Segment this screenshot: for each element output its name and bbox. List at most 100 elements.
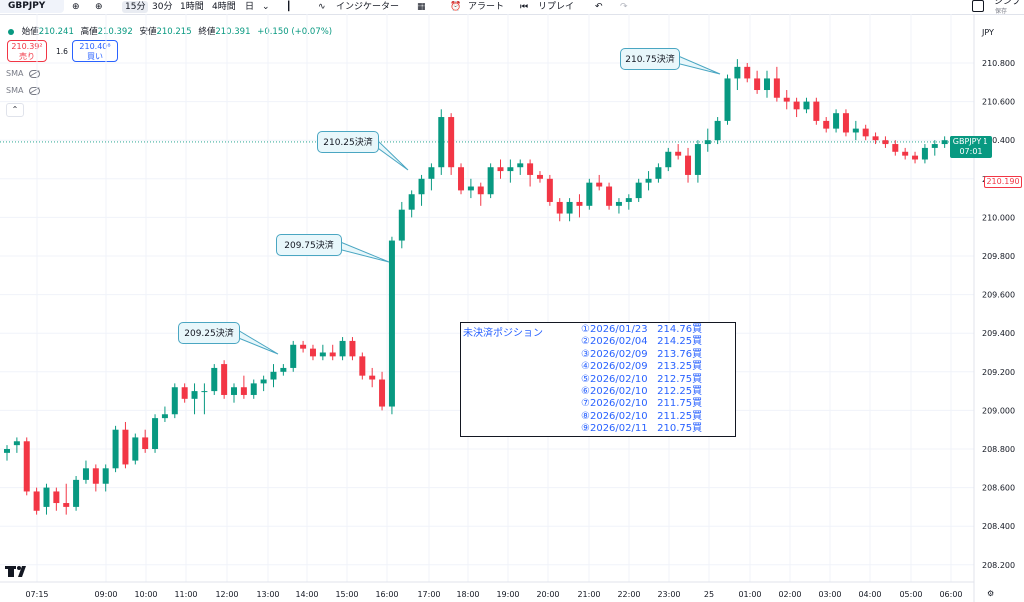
callout-pointers: [235, 54, 721, 355]
price-tick-label: 210.800: [982, 59, 1015, 68]
tradingview-logo: [5, 566, 26, 577]
time-tick-label: 19:00: [496, 590, 519, 599]
sell-price: 210.39²: [11, 42, 43, 51]
time-tick-label: 11:00: [174, 590, 197, 599]
add-symbol-icon[interactable]: ⊕: [95, 2, 103, 12]
candle-body: [704, 140, 711, 145]
candle-body: [921, 147, 928, 160]
time-tick-label: 21:00: [577, 590, 600, 599]
candle-body: [566, 201, 573, 214]
candle-body: [487, 167, 494, 195]
candle-body: [823, 120, 830, 129]
callout-pointer: [675, 54, 721, 75]
candle-body: [92, 468, 99, 484]
time-tick-label: 04:00: [858, 590, 881, 599]
chart-grid: [0, 14, 974, 582]
publish-button[interactable]: シンプ: [994, 0, 1021, 7]
candle-body: [23, 441, 30, 492]
price-tick-label: 210.400: [982, 136, 1015, 145]
candle-body: [586, 182, 593, 206]
candle-body: [793, 101, 800, 110]
candle-body: [319, 352, 326, 357]
callout-20925[interactable]: 209.25決済: [178, 322, 240, 344]
candle-body: [161, 414, 168, 419]
time-tick-label: 06:00: [939, 590, 962, 599]
study-sma-2[interactable]: SMA: [6, 86, 41, 95]
candle-body: [477, 186, 484, 195]
candles: [4, 59, 958, 515]
close-label: 終値: [198, 27, 216, 37]
timeframe-dropdown-icon[interactable]: ⌄: [262, 2, 270, 12]
open-positions-box[interactable]: 未決済ポジション ①2026/01/23 214.76買 ②2026/02/04 …: [460, 322, 736, 437]
timeframe-1h[interactable]: 1時間: [180, 2, 204, 12]
fullscreen-checkbox[interactable]: [972, 0, 984, 12]
replay-icon[interactable]: ⏮: [520, 2, 529, 12]
undo-icon[interactable]: ↶: [595, 2, 603, 12]
candle-body: [270, 371, 277, 380]
candle-body: [467, 186, 474, 191]
candle-body: [536, 174, 543, 179]
replay-button[interactable]: リプレイ: [538, 2, 575, 12]
compare-icon[interactable]: ⊕: [72, 2, 80, 12]
symbol-search[interactable]: GBPJPY: [0, 0, 64, 13]
time-tick-label: 13:00: [256, 590, 279, 599]
currency-label[interactable]: JPY: [981, 28, 994, 37]
timeframe-4h[interactable]: 4時間: [212, 2, 236, 12]
ohlc-legend: 始値210.241 高値210.392 安値210.215 終値210.391 …: [8, 25, 332, 37]
candle-body: [260, 379, 267, 384]
candle-body: [714, 120, 721, 141]
hidden-eye-icon[interactable]: [29, 86, 41, 95]
change-value: +0.150 (+0.07%): [257, 27, 333, 37]
candle-body: [132, 437, 139, 461]
callout-21025[interactable]: 210.25決済: [317, 131, 379, 153]
price-tick-label: 209.800: [982, 252, 1015, 261]
candle-body: [694, 144, 701, 175]
candle-body: [4, 449, 10, 453]
save-label[interactable]: 保存: [995, 8, 1008, 15]
open-label: 始値: [21, 27, 39, 37]
candle-body: [181, 387, 188, 399]
candle-body: [655, 167, 662, 179]
indicators-button[interactable]: インジケーター: [336, 2, 400, 12]
settings-icon[interactable]: ⚙: [987, 589, 994, 598]
sell-button[interactable]: 210.39² 売り: [7, 40, 47, 62]
candle-body: [833, 113, 840, 129]
open-value: 210.241: [38, 27, 74, 37]
alert-button[interactable]: アラート: [468, 2, 505, 12]
candle-body: [250, 383, 257, 395]
callout-pointer: [337, 240, 390, 263]
candle-body: [813, 101, 820, 121]
alert-price-badge[interactable]: 210.190: [984, 176, 1022, 188]
chart-type-icon[interactable]: ┃: [286, 2, 292, 12]
candle-body: [152, 418, 159, 449]
time-tick-label: 22:00: [617, 590, 640, 599]
position-row: ②2026/02/04 214.25買: [581, 336, 703, 348]
candle-body: [13, 441, 20, 446]
candle-body: [882, 140, 889, 145]
candle-body: [596, 182, 603, 187]
low-value: 210.215: [156, 27, 192, 37]
redo-icon[interactable]: ↷: [620, 2, 628, 12]
candle-body: [665, 151, 672, 168]
hidden-eye-icon[interactable]: [29, 69, 41, 78]
candle-body: [931, 144, 938, 148]
indicators-icon[interactable]: ∿: [318, 2, 326, 12]
layout-icon[interactable]: ▦: [417, 2, 426, 12]
callout-pointer: [374, 136, 409, 171]
callout-20975[interactable]: 209.75決済: [276, 234, 342, 256]
study-sma-1[interactable]: SMA: [6, 69, 41, 78]
time-tick-label: 12:00: [215, 590, 238, 599]
low-label: 安値: [139, 27, 157, 37]
timeframe-1d[interactable]: 日: [245, 2, 255, 12]
position-row: ⑥2026/02/10 212.25買: [581, 386, 703, 397]
timeframe-30m[interactable]: 30分: [152, 2, 173, 12]
candle-body: [744, 66, 751, 79]
price-tick-label: 208.800: [982, 445, 1015, 454]
timeframe-15m[interactable]: 15分: [122, 1, 149, 13]
callout-21075[interactable]: 210.75決済: [620, 48, 680, 70]
collapse-legend-button[interactable]: ⌃: [6, 103, 24, 117]
alert-icon[interactable]: ⏰: [450, 2, 462, 12]
buy-button[interactable]: 210.40⁸ 買い: [72, 40, 118, 62]
time-axis: 07:15 09:00 10:00 11:00 12:00 13:00 14:00 15:00…: [25, 590, 962, 599]
